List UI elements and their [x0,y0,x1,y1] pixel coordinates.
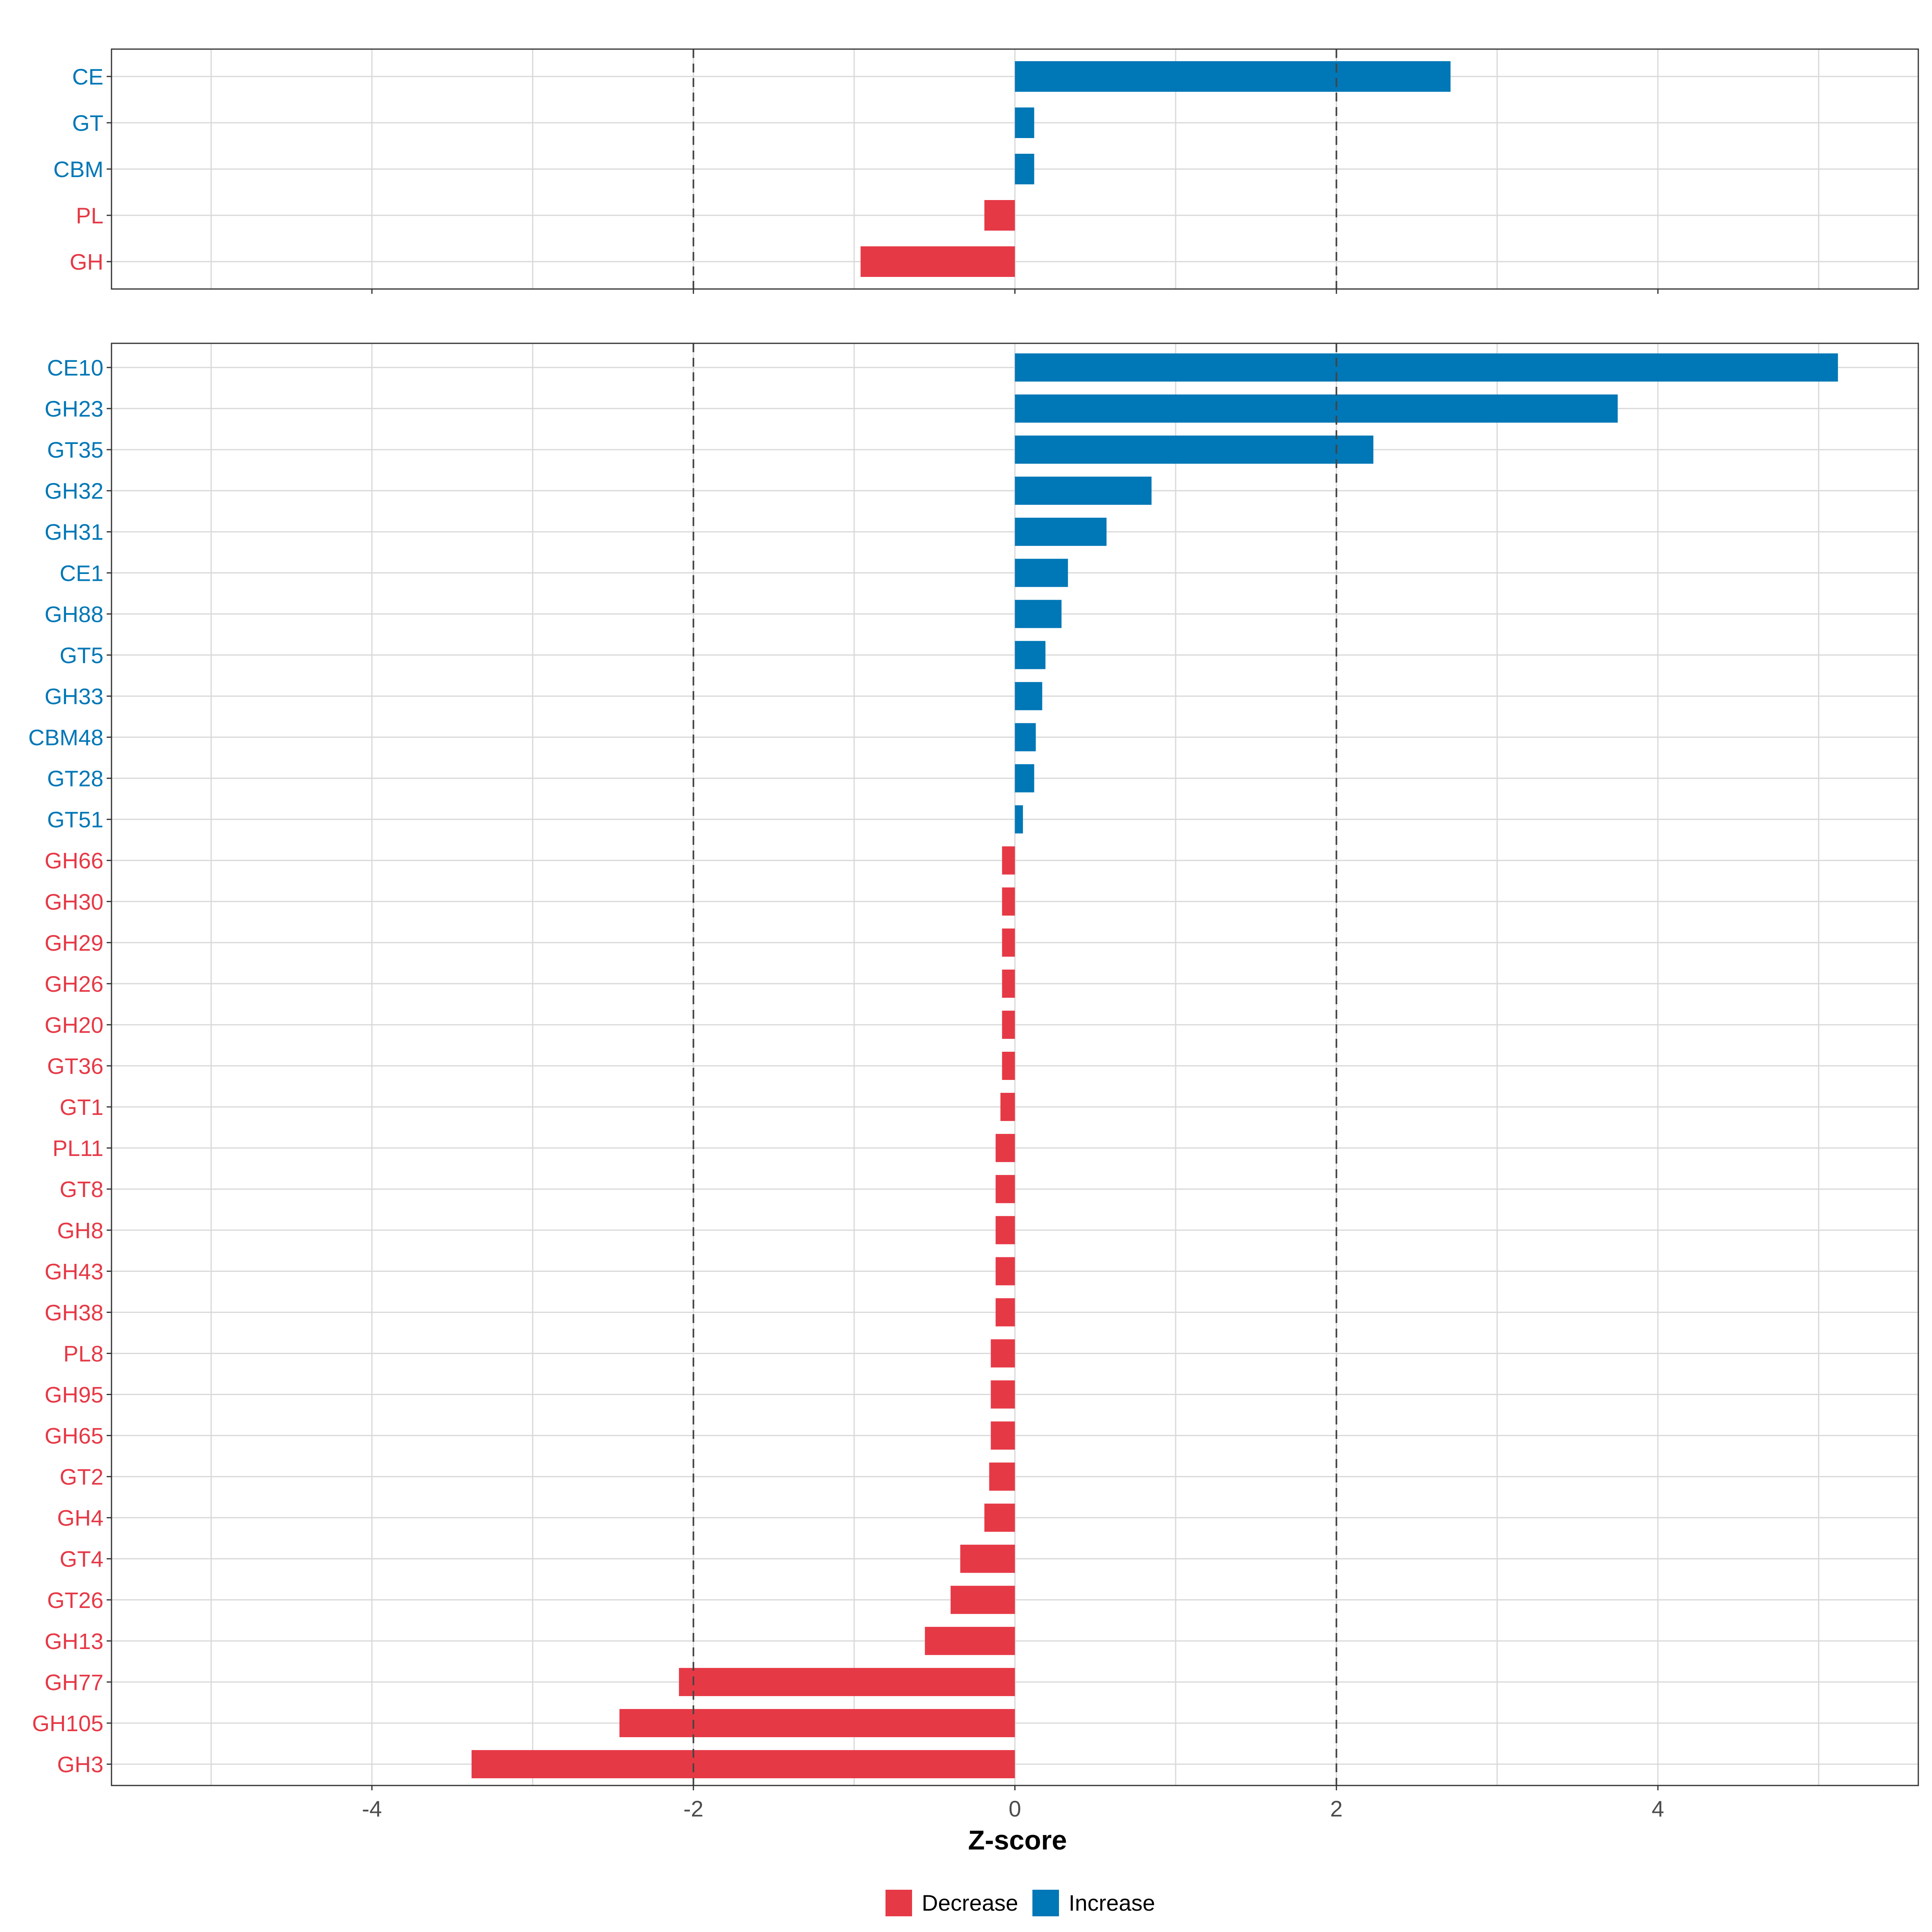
y-label-GH20: GH20 [45,1012,103,1038]
bar-GH31 [1015,518,1107,546]
y-label-GH8: GH8 [57,1218,103,1243]
y-label-GH31: GH31 [45,519,103,545]
y-label-GT36: GT36 [47,1053,103,1079]
legend-swatch-decrease [886,1890,912,1916]
x-axis: -4 -2 0 2 4 [362,1796,1664,1821]
bar-PL8 [991,1339,1015,1368]
y-label-GH30: GH30 [45,889,103,914]
y-label-GT: GT [72,110,103,136]
bar-GH [861,246,1015,277]
y-label-GT51: GT51 [47,807,103,832]
y-label-GH95: GH95 [45,1382,103,1408]
bar-GH29 [1002,928,1015,957]
bar-GH65 [991,1421,1015,1450]
bar-GH32 [1015,477,1152,505]
y-label-GH105: GH105 [32,1711,103,1736]
bar-GH66 [1002,846,1015,875]
bar-PL [984,200,1015,231]
y-label-GH77: GH77 [45,1670,103,1695]
bar-GH4 [984,1503,1015,1532]
bar-CE10 [1015,353,1838,382]
bar-GT5 [1015,641,1046,669]
bar-GT2 [989,1462,1015,1491]
bar-GH43 [995,1257,1015,1286]
y-label-CBM48: CBM48 [28,725,103,750]
y-label-GH4: GH4 [57,1505,103,1531]
bar-GH88 [1015,600,1062,628]
y-label-GH13: GH13 [45,1629,103,1654]
bottom-panel: CE10 GH23 GT35 GH32 GH31 CE1 GH88 GT5 GH33 CBM48 G… [28,343,1919,1790]
top-panel: CE GT CBM PL GH [54,48,1919,294]
y-label-GT28: GT28 [47,766,103,791]
bar-GH26 [1002,969,1015,998]
bar-GT28 [1015,764,1034,793]
bar-GT [1015,107,1034,138]
bar-GH20 [1002,1010,1015,1039]
legend: Decrease Increase [886,1890,1155,1916]
y-label-PL: PL [76,203,104,228]
x-tick-label: -2 [683,1796,704,1821]
bar-GH33 [1015,682,1042,710]
bar-GH95 [991,1380,1015,1409]
y-label-GT4: GT4 [60,1546,103,1572]
bar-GT35 [1015,436,1374,464]
bar-GH13 [925,1627,1015,1655]
y-label-GH3: GH3 [57,1752,103,1777]
bar-CE1 [1015,559,1068,587]
y-label-CBM: CBM [54,157,103,182]
y-label-PL8: PL8 [63,1341,103,1366]
bar-GT26 [950,1585,1015,1614]
bar-PL11 [995,1134,1015,1162]
y-label-GH: GH [70,249,103,275]
bar-CBM [1015,154,1034,184]
y-label-GH43: GH43 [45,1259,103,1284]
legend-label-increase: Increase [1069,1890,1155,1915]
y-label-GH38: GH38 [45,1300,103,1325]
bar-GT8 [995,1175,1015,1203]
bar-GH8 [995,1216,1015,1245]
y-label-GT2: GT2 [60,1464,103,1490]
legend-label-decrease: Decrease [922,1890,1018,1915]
y-label-GT8: GT8 [60,1177,103,1202]
y-label-GH26: GH26 [45,971,103,997]
legend-swatch-increase [1032,1890,1059,1916]
bar-CBM48 [1015,723,1036,751]
x-tick-label: 2 [1330,1796,1343,1821]
y-label-GT1: GT1 [60,1094,103,1120]
bar-GH23 [1015,394,1618,423]
bar-CE [1015,61,1451,92]
y-label-CE: CE [72,64,103,89]
y-label-PL11: PL11 [52,1135,103,1161]
y-label-GH32: GH32 [45,478,103,504]
bar-GT51 [1015,805,1023,834]
bar-GH105 [619,1709,1015,1737]
y-label-GT35: GT35 [47,437,103,462]
bar-GH30 [1002,887,1015,916]
y-label-GH23: GH23 [45,396,103,421]
y-label-GH66: GH66 [45,848,103,873]
x-tick-label: -4 [362,1796,382,1821]
bar-GT4 [960,1544,1015,1573]
bar-GT1 [1000,1093,1015,1121]
y-label-GT26: GT26 [47,1587,103,1613]
bar-GH3 [471,1750,1015,1779]
y-label-CE1: CE1 [60,560,103,586]
bar-GT36 [1002,1052,1015,1080]
y-label-GH29: GH29 [45,930,103,956]
y-label-GH33: GH33 [45,683,103,709]
x-axis-title: Z-score [968,1825,1067,1856]
y-label-GH88: GH88 [45,601,103,627]
x-tick-label: 0 [1009,1796,1021,1821]
bar-GH38 [995,1298,1015,1327]
y-label-GH65: GH65 [45,1423,103,1449]
y-label-GT5: GT5 [60,642,103,668]
bar-GH77 [679,1668,1015,1696]
y-label-CE10: CE10 [47,355,103,380]
x-tick-label: 4 [1651,1796,1664,1821]
